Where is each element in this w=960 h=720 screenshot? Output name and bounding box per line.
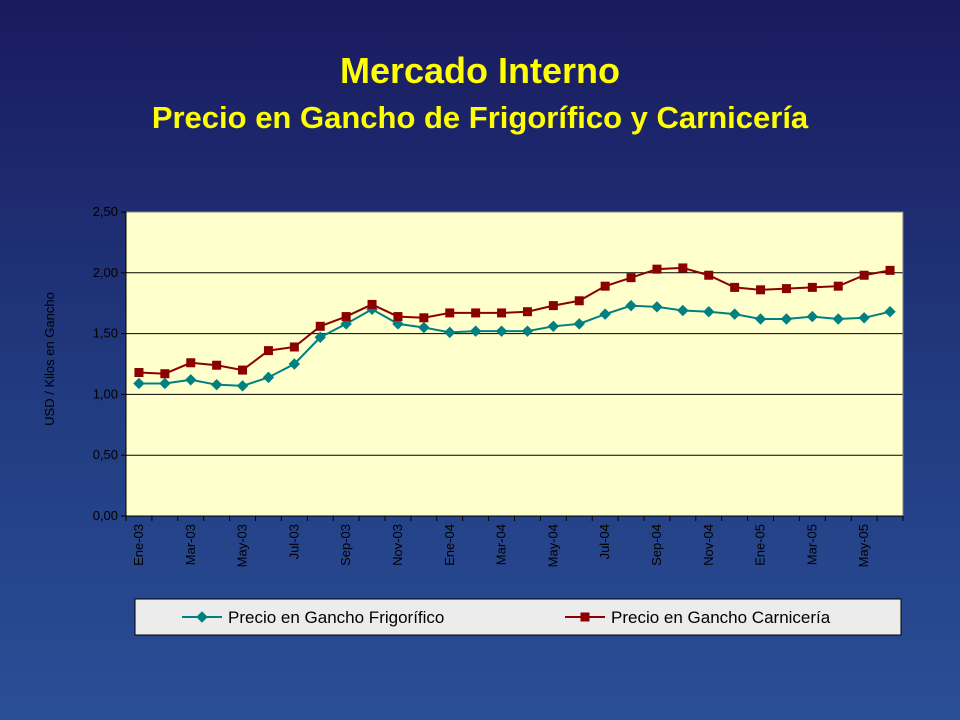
x-tick-label: Mar-05 xyxy=(804,524,819,565)
legend-item-1: Precio en Gancho Frigorífico xyxy=(182,608,444,627)
x-tick-label: Mar-03 xyxy=(183,524,198,565)
data-point xyxy=(730,282,740,292)
data-point xyxy=(212,360,222,370)
slide-title: Mercado Interno xyxy=(339,50,621,91)
data-point xyxy=(133,377,145,390)
data-point xyxy=(263,346,273,356)
data-point xyxy=(418,321,430,334)
data-point xyxy=(160,369,170,379)
data-point xyxy=(703,306,715,318)
data-point xyxy=(134,368,144,378)
x-tick-label: Jul-04 xyxy=(597,524,612,559)
legend: Precio en Gancho Frigorífico Precio en Ga… xyxy=(134,598,902,636)
legend-label: Precio en Gancho Frigorífico xyxy=(228,608,444,627)
data-point xyxy=(497,308,507,318)
data-point xyxy=(210,378,223,391)
data-point xyxy=(262,371,275,384)
x-tick-label: Nov-04 xyxy=(701,524,716,566)
x-tick-label: Nov-03 xyxy=(390,524,405,566)
data-point xyxy=(471,308,481,318)
data-point xyxy=(858,312,870,324)
y-tick-label: 2,50 xyxy=(93,204,118,219)
data-point xyxy=(678,263,688,273)
legend-marker xyxy=(196,611,208,623)
data-point xyxy=(547,320,560,333)
slide-subtitle: Precio en Gancho de Frigorífico y Carnic… xyxy=(151,100,809,135)
data-point xyxy=(599,308,611,320)
data-point xyxy=(756,285,766,295)
data-point xyxy=(469,325,482,337)
data-point xyxy=(288,358,301,370)
data-point xyxy=(341,312,351,322)
legend-marker xyxy=(580,612,590,622)
x-axis-ticks: Ene-03 Mar-03 May-03 Jul-03 Sep-03 Nov-03 Ene-… xyxy=(125,516,904,567)
y-axis-ticks: 0,00 0,50 1,00 1,50 2,00 2,50 xyxy=(93,204,126,523)
data-point xyxy=(832,313,844,325)
data-point xyxy=(807,282,817,292)
data-point xyxy=(367,299,377,309)
data-point xyxy=(884,306,896,318)
data-point xyxy=(314,331,326,343)
y-tick-label: 0,00 xyxy=(93,508,118,523)
data-point xyxy=(885,265,895,275)
data-point xyxy=(521,325,534,337)
x-tick-label: Ene-03 xyxy=(131,524,146,566)
data-point xyxy=(236,380,249,392)
data-point xyxy=(652,264,662,274)
x-tick-label: May-03 xyxy=(235,524,250,567)
legend-box xyxy=(134,598,902,636)
data-point xyxy=(626,273,636,283)
x-tick-label: Ene-05 xyxy=(753,524,768,566)
data-point xyxy=(781,284,791,294)
data-point xyxy=(728,308,741,320)
y-tick-label: 2,00 xyxy=(93,265,118,280)
data-point xyxy=(315,321,325,331)
data-point xyxy=(393,312,403,322)
data-point xyxy=(522,307,532,317)
x-tick-label: Sep-04 xyxy=(649,524,664,566)
x-tick-label: Jul-03 xyxy=(286,524,301,559)
data-point xyxy=(833,281,843,291)
data-point xyxy=(445,308,455,318)
data-point xyxy=(185,374,197,386)
legend-item-2: Precio en Gancho Carnicería xyxy=(565,608,831,627)
data-point xyxy=(238,365,248,375)
x-tick-label: May-04 xyxy=(545,524,560,567)
y-tick-label: 1,00 xyxy=(93,386,118,401)
y-axis-title: USD / Kilos en Gancho xyxy=(42,292,57,426)
data-point xyxy=(186,358,196,368)
data-point xyxy=(806,310,819,323)
data-point xyxy=(340,318,352,330)
x-tick-label: May-05 xyxy=(856,524,871,567)
series-2 xyxy=(134,263,895,379)
x-tick-label: Ene-04 xyxy=(442,524,457,566)
y-tick-label: 0,50 xyxy=(93,447,118,462)
data-point xyxy=(677,304,689,317)
data-point xyxy=(625,299,637,312)
data-point xyxy=(859,270,869,280)
data-point xyxy=(754,313,767,325)
data-point xyxy=(159,377,171,390)
data-point xyxy=(600,281,610,291)
data-point xyxy=(419,313,429,323)
data-point xyxy=(444,326,456,339)
data-point xyxy=(780,313,793,325)
y-tick-label: 1,50 xyxy=(93,326,118,341)
data-point xyxy=(289,342,299,352)
legend-label: Precio en Gancho Carnicería xyxy=(611,608,831,627)
series-group xyxy=(133,263,896,392)
data-point xyxy=(573,318,585,330)
data-point xyxy=(392,318,404,330)
data-point xyxy=(651,301,663,313)
data-point xyxy=(704,270,714,280)
x-tick-label: Mar-04 xyxy=(494,524,509,565)
series-1 xyxy=(133,299,896,392)
x-tick-label: Sep-03 xyxy=(338,524,353,566)
data-point xyxy=(574,296,584,306)
plot-area xyxy=(126,212,903,516)
data-point xyxy=(548,301,558,311)
data-point xyxy=(495,325,508,337)
